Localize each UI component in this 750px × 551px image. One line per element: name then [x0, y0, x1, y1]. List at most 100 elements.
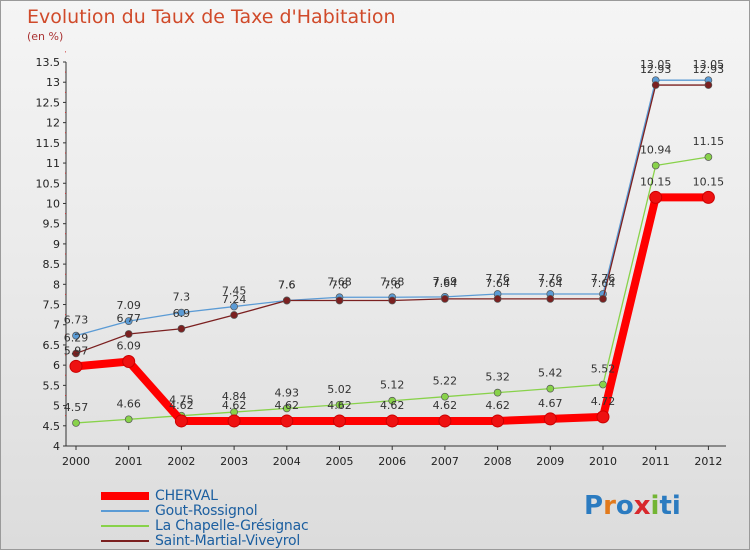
y-tick-label: 13: [46, 76, 60, 89]
y-tick-label: 10.5: [36, 177, 61, 190]
x-tick-label: 2006: [378, 455, 406, 468]
legend-label: Saint-Martial-Viveyrol: [155, 532, 301, 549]
logo-letter: r: [603, 491, 616, 521]
x-tick-label: 2002: [167, 455, 195, 468]
y-tick-label: 6: [53, 359, 60, 372]
x-tick-label: 2009: [536, 455, 564, 468]
data-label: 7.09: [116, 299, 141, 312]
logo-letter: P: [584, 491, 604, 521]
x-tick-label: 2007: [431, 455, 459, 468]
legend-label: La Chapelle-Grésignac: [155, 517, 309, 534]
data-point: [124, 317, 133, 325]
data-point: [122, 355, 136, 369]
data-label: 10.94: [640, 143, 672, 156]
y-tick-label: 6.5: [43, 339, 61, 352]
x-tick-label: 2012: [694, 455, 722, 468]
legend-label: Gout-Rossignol: [155, 502, 258, 519]
x-tick-label: 2011: [642, 455, 670, 468]
data-point: [493, 388, 502, 397]
y-tick-label: 8: [53, 278, 60, 291]
data-label: 4.84: [222, 390, 247, 403]
data-label: 7.64: [538, 277, 563, 290]
y-tick-label: 11: [46, 157, 60, 170]
data-label: 10.15: [693, 175, 725, 188]
y-tick-label: 9: [53, 238, 60, 251]
y-tick-label: 5: [53, 400, 60, 413]
legend: CHERVAL Gout-Rossignol La Chapelle-Grési…: [101, 487, 309, 549]
data-point: [651, 161, 660, 170]
data-label: 4.67: [538, 397, 563, 410]
data-point: [280, 414, 294, 428]
data-label: 7.6: [278, 278, 296, 291]
data-point: [704, 81, 713, 89]
data-label: 5.32: [485, 371, 510, 384]
data-label: 5.02: [327, 383, 352, 396]
y-tick-label: 7: [53, 319, 60, 332]
legend-label: CHERVAL: [155, 487, 218, 504]
data-label: 5.12: [380, 379, 405, 392]
y-tick-label: 5.5: [43, 379, 61, 392]
data-label: 7.76: [591, 272, 616, 285]
series-line: [75, 84, 710, 355]
data-label: 4.93: [275, 386, 300, 399]
data-label: 4.75: [169, 394, 194, 407]
data-label: 4.62: [433, 399, 458, 412]
y-tick-label: 7.5: [43, 299, 61, 312]
x-tick-label: 2001: [115, 455, 143, 468]
data-point: [388, 296, 397, 305]
data-label: 7.68: [380, 275, 405, 288]
y-tick-label: 11.5: [36, 137, 61, 150]
data-label: 7.45: [222, 285, 247, 298]
x-tick-label: 2008: [484, 455, 512, 468]
legend-item-gout-rossignol[interactable]: Gout-Rossignol: [101, 502, 308, 519]
data-label: 11.15: [693, 135, 725, 148]
data-point: [651, 81, 660, 89]
chart-subtitle: (en %): [27, 30, 64, 43]
data-label: 5.52: [591, 363, 616, 376]
data-point: [333, 414, 346, 428]
data-point: [72, 349, 80, 358]
data-label: 7.6: [331, 278, 349, 291]
data-label: 13.05: [693, 58, 725, 71]
legend-item-la-chapelle-gresignac[interactable]: La Chapelle-Grésignac: [101, 517, 309, 534]
data-point: [599, 380, 607, 389]
y-tick-label: 4.5: [43, 420, 61, 433]
data-point: [72, 419, 80, 427]
legend-swatch: [101, 509, 149, 512]
logo-letter: i: [650, 491, 660, 521]
data-point: [69, 359, 83, 373]
data-label: 7.76: [485, 272, 510, 285]
data-label: 6.77: [116, 312, 141, 325]
data-label: 12.93: [640, 63, 672, 76]
data-label: 7.69: [433, 275, 458, 288]
data-point: [441, 392, 449, 401]
data-point: [72, 331, 80, 340]
x-tick-label: 2000: [62, 455, 90, 468]
data-point: [227, 414, 241, 428]
data-point: [230, 311, 238, 319]
data-point: [441, 295, 449, 303]
data-label: 6.09: [116, 340, 141, 353]
proxiti-logo: Proxiti: [584, 491, 681, 521]
data-point: [124, 415, 133, 424]
data-label: 7.6: [278, 278, 296, 291]
legend-swatch: [101, 524, 149, 527]
x-tick-label: 2004: [273, 455, 301, 468]
data-point: [335, 400, 344, 409]
y-tick-label: 4: [53, 440, 60, 453]
legend-item-saint-martial-viveyrol[interactable]: Saint-Martial-Viveyrol: [101, 532, 308, 549]
x-tick-label: 2010: [589, 455, 617, 468]
data-point: [124, 330, 133, 338]
data-label: 7.3: [173, 291, 191, 304]
x-tick-label: 2005: [326, 455, 354, 468]
data-point: [385, 414, 399, 428]
data-label: 4.62: [485, 399, 510, 412]
y-tick-label: 8.5: [43, 258, 61, 271]
data-label: 12.93: [693, 63, 725, 76]
data-point: [546, 384, 555, 393]
legend-item-cherval[interactable]: CHERVAL: [101, 487, 308, 504]
logo-letter: o: [615, 491, 634, 521]
data-label: 5.42: [538, 367, 563, 380]
